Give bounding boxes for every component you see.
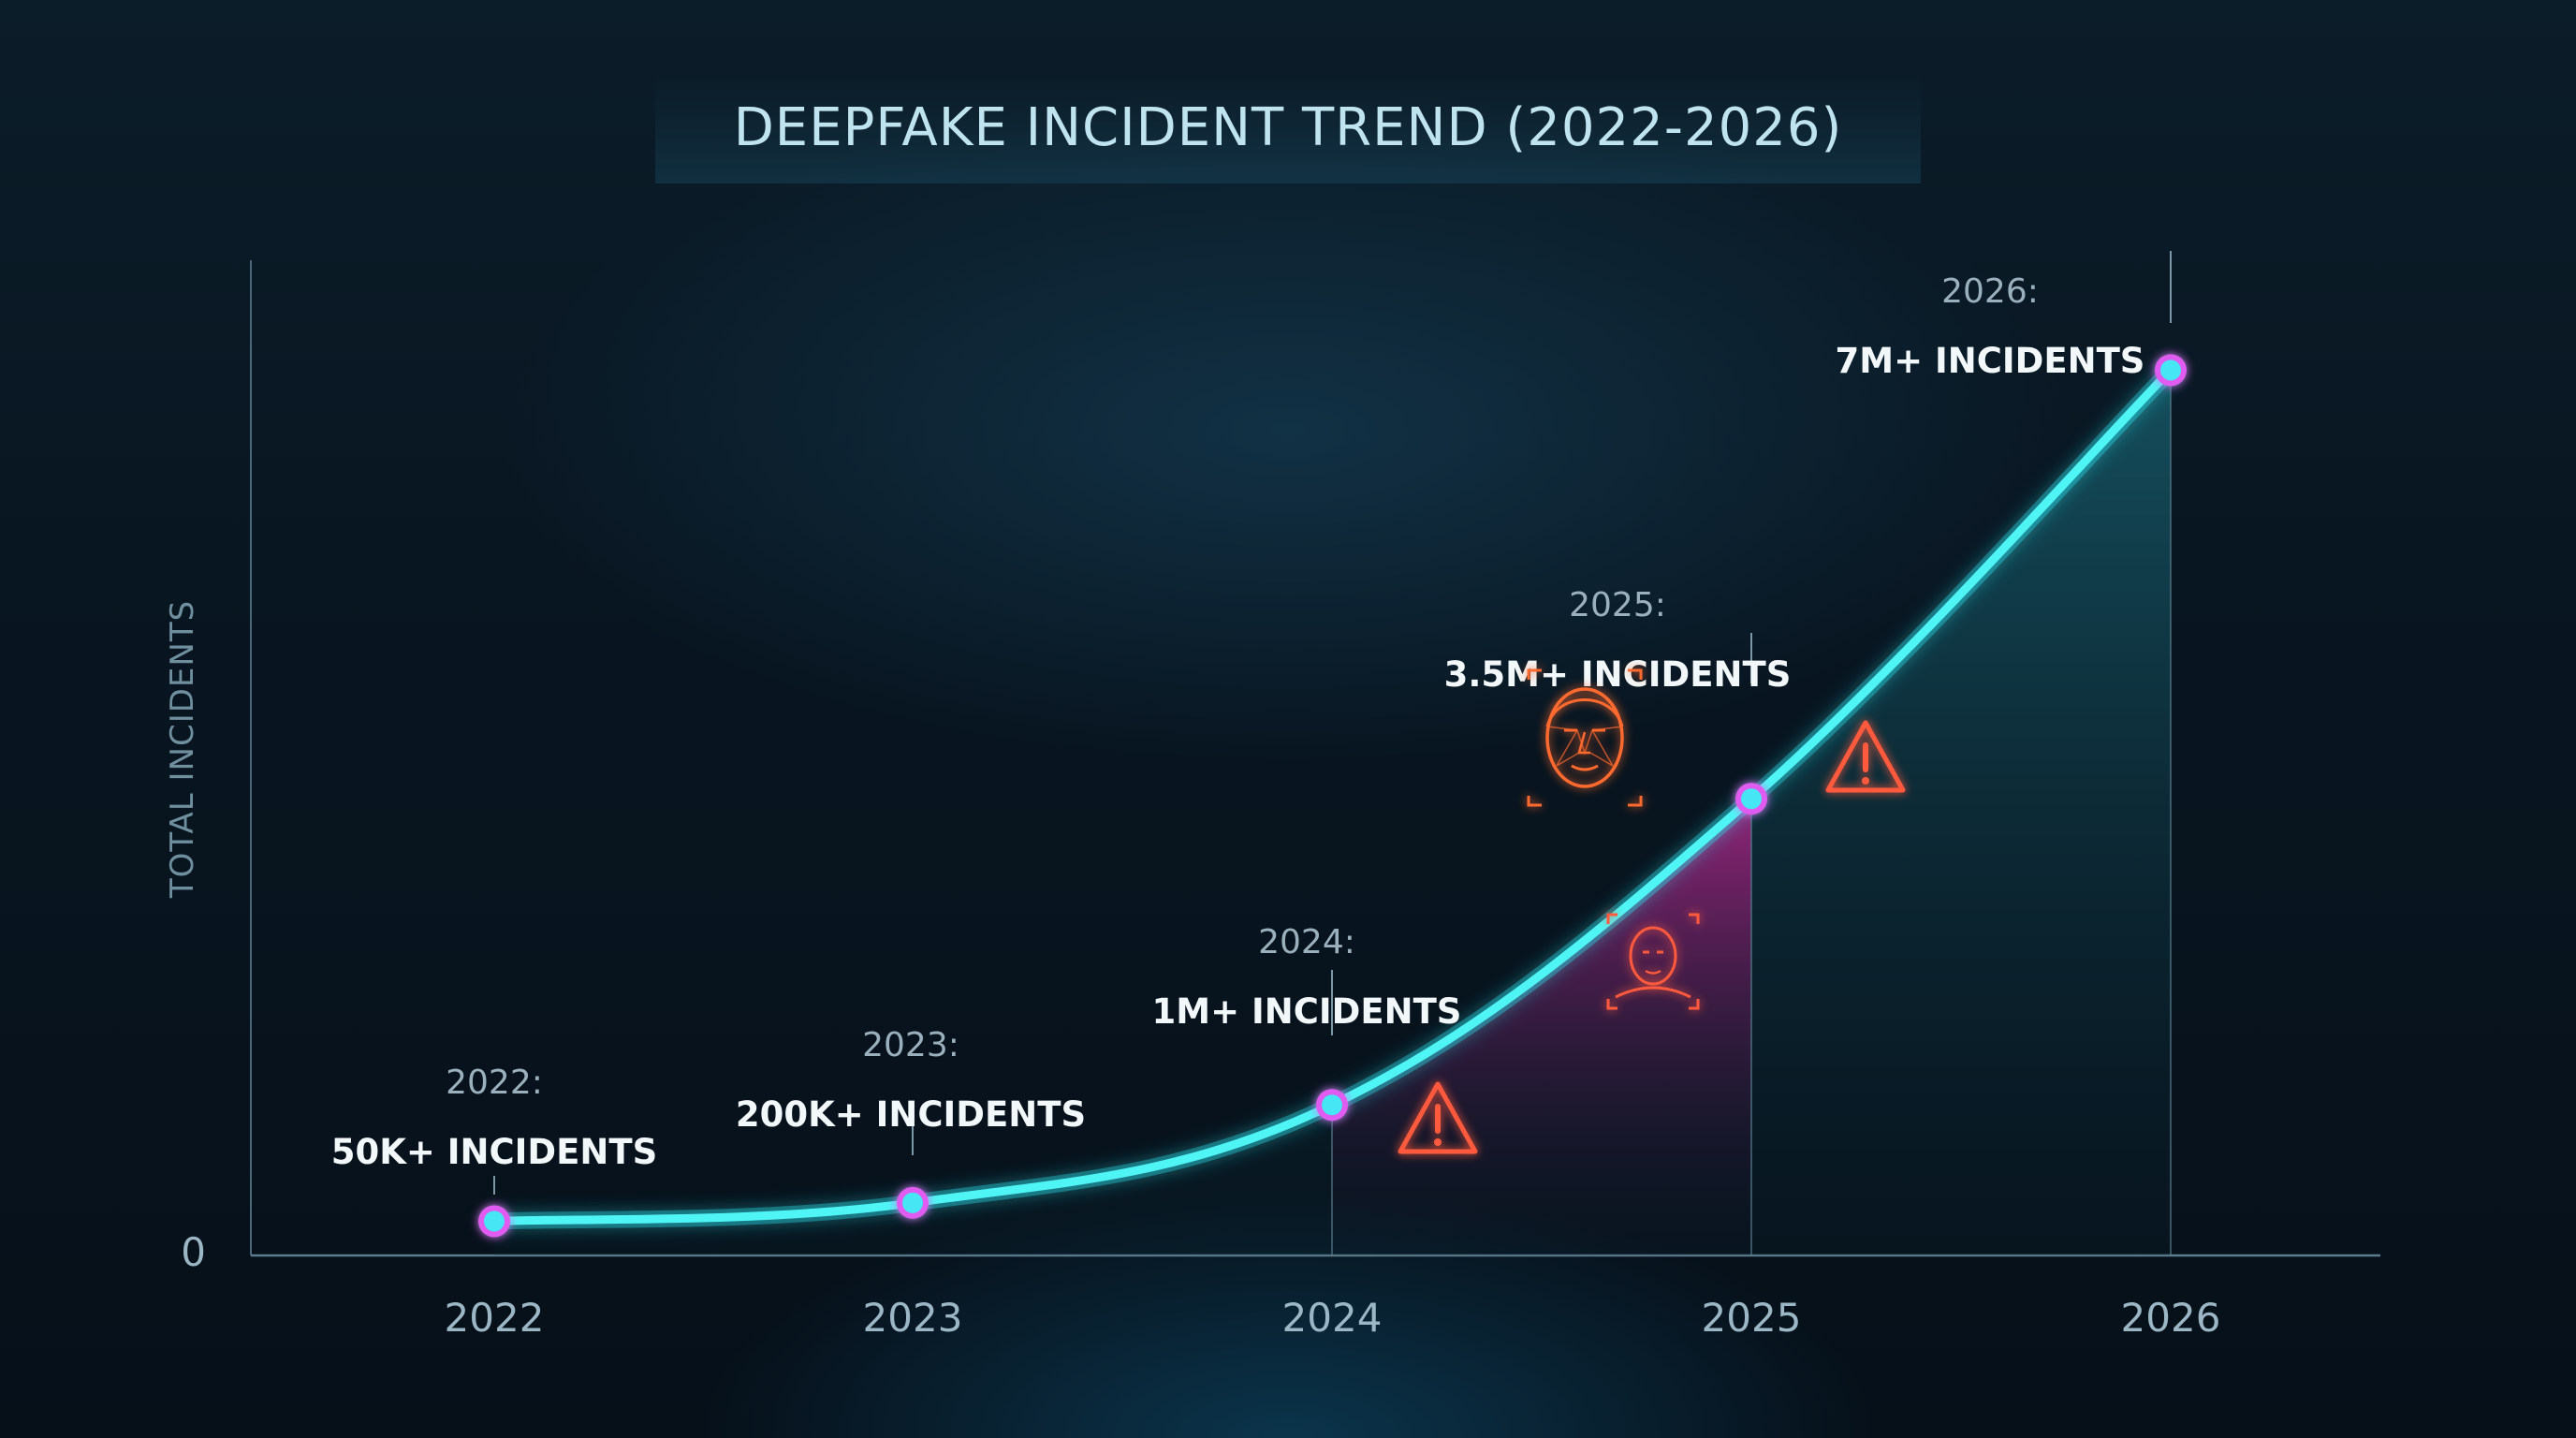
annotation-value-2025: 3.5M+ INCIDENTS bbox=[1444, 654, 1792, 695]
drop-lines bbox=[1331, 370, 2172, 1255]
warning-icon bbox=[1398, 1081, 1478, 1154]
title-panel bbox=[655, 73, 1921, 183]
annotation-value-2026: 7M+ INCIDENTS bbox=[1836, 341, 2145, 381]
data-annotations: 2022: 50K+ INCIDENTS 2023: 200K+ INCIDEN… bbox=[331, 272, 2145, 1172]
y-axis-label: TOTAL INCIDENTS bbox=[164, 600, 201, 899]
annotation-2026: 2026: 7M+ INCIDENTS bbox=[1836, 272, 2145, 381]
data-markers bbox=[478, 354, 2187, 1238]
annotation-year-2022: 2022: bbox=[446, 1064, 543, 1102]
face-scan-icon bbox=[1606, 913, 1700, 1010]
face-scan-icon bbox=[1527, 668, 1643, 807]
annotation-year-2024: 2024: bbox=[1258, 923, 1355, 961]
x-tick-labels: 2022 2023 2024 2025 2026 bbox=[445, 1295, 2221, 1341]
x-tick-label-2026: 2026 bbox=[2121, 1295, 2221, 1341]
annotation-value-2022: 50K+ INCIDENTS bbox=[331, 1132, 658, 1172]
data-point-2023 bbox=[897, 1186, 929, 1219]
y-zero-label: 0 bbox=[181, 1229, 206, 1275]
chart-title: DEEPFAKE INCIDENT TREND (2022-2026) bbox=[734, 97, 1843, 158]
leader-lines bbox=[493, 251, 2172, 1195]
annotation-2025: 2025: 3.5M+ INCIDENTS bbox=[1444, 586, 1792, 695]
data-point-2024 bbox=[1316, 1089, 1348, 1122]
data-point-2026 bbox=[2155, 354, 2187, 387]
data-point-2022 bbox=[478, 1205, 510, 1238]
annotation-year-2026: 2026: bbox=[1941, 272, 2039, 311]
x-tick-label-2022: 2022 bbox=[445, 1295, 545, 1341]
annotation-year-2025: 2025: bbox=[1569, 586, 1666, 624]
annotation-value-2023: 200K+ INCIDENTS bbox=[736, 1094, 1086, 1135]
x-tick-label-2023: 2023 bbox=[863, 1295, 963, 1341]
title-banner: DEEPFAKE INCIDENT TREND (2022-2026) bbox=[655, 72, 1921, 185]
annotation-2022: 2022: 50K+ INCIDENTS bbox=[331, 1064, 658, 1172]
series-line bbox=[490, 365, 2175, 1225]
warning-icon bbox=[1825, 720, 1906, 793]
x-tick-label-2025: 2025 bbox=[1702, 1295, 1802, 1341]
annotation-2023: 2023: 200K+ INCIDENTS bbox=[736, 1026, 1086, 1135]
annotation-value-2024: 1M+ INCIDENTS bbox=[1152, 991, 1462, 1032]
annotation-year-2023: 2023: bbox=[862, 1026, 959, 1064]
x-tick-label-2024: 2024 bbox=[1282, 1295, 1383, 1341]
annotation-2024: 2024: 1M+ INCIDENTS bbox=[1152, 923, 1462, 1032]
data-point-2025 bbox=[1735, 783, 1767, 815]
